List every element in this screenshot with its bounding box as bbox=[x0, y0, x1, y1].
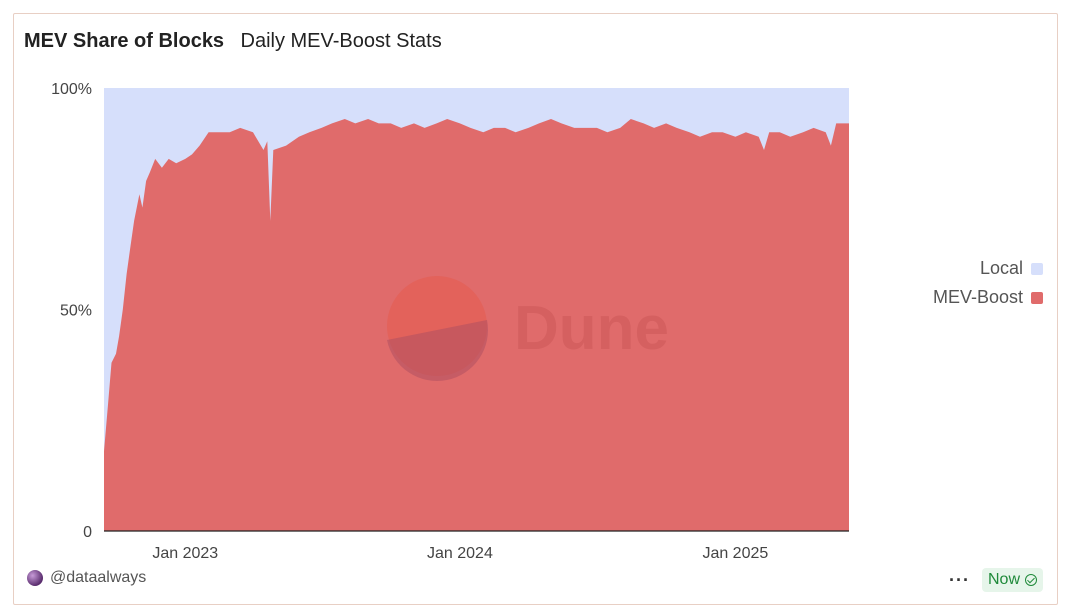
chart-card: MEV Share of Blocks Daily MEV-Boost Stat… bbox=[13, 13, 1058, 605]
dune-watermark: Dune bbox=[387, 276, 669, 381]
refresh-status-badge[interactable]: Now bbox=[981, 568, 1043, 592]
dune-logo-wedge bbox=[387, 320, 488, 381]
chart-header: MEV Share of Blocks Daily MEV-Boost Stat… bbox=[24, 30, 442, 53]
dune-logo-icon bbox=[387, 276, 487, 376]
legend-label-local: Local bbox=[979, 258, 1023, 278]
x-tick-label: Jan 2025 bbox=[702, 545, 768, 562]
x-tick-label: Jan 2024 bbox=[427, 545, 493, 562]
legend-swatch-local bbox=[1031, 262, 1043, 275]
avatar-icon bbox=[27, 570, 43, 586]
more-dots-icon[interactable]: ··· bbox=[949, 569, 970, 590]
mev-share-area-chart: Dune 0 50% 100% Jan 2023 Jan 2024 Jan 2025 bbox=[51, 81, 849, 562]
check-circle-icon bbox=[1025, 574, 1037, 586]
x-axis-ticks: Jan 2023 Jan 2024 Jan 2025 bbox=[152, 545, 768, 562]
watermark-text: Dune bbox=[514, 294, 669, 363]
status-label: Now bbox=[987, 571, 1020, 588]
legend-label-mev-boost: MEV-Boost bbox=[932, 287, 1023, 307]
y-tick-label: 100% bbox=[51, 81, 92, 98]
footer-actions: ··· Now bbox=[949, 568, 1043, 592]
y-tick-label: 50% bbox=[60, 303, 92, 320]
chart-subtitle: Daily MEV-Boost Stats bbox=[240, 30, 442, 52]
author-handle: @dataalways bbox=[50, 569, 147, 586]
x-tick-label: Jan 2023 bbox=[152, 545, 218, 562]
mev-boost-area bbox=[104, 119, 849, 531]
author-link[interactable]: @dataalways bbox=[27, 569, 146, 587]
legend-item-local[interactable]: Local bbox=[933, 254, 1043, 283]
y-tick-label: 0 bbox=[83, 524, 92, 541]
y-axis-ticks: 0 50% 100% bbox=[51, 81, 92, 541]
legend-swatch-mev-boost bbox=[1031, 291, 1043, 304]
legend: Local MEV-Boost bbox=[933, 254, 1043, 312]
legend-item-mev-boost[interactable]: MEV-Boost bbox=[933, 283, 1043, 312]
chart-title: MEV Share of Blocks bbox=[24, 30, 225, 52]
